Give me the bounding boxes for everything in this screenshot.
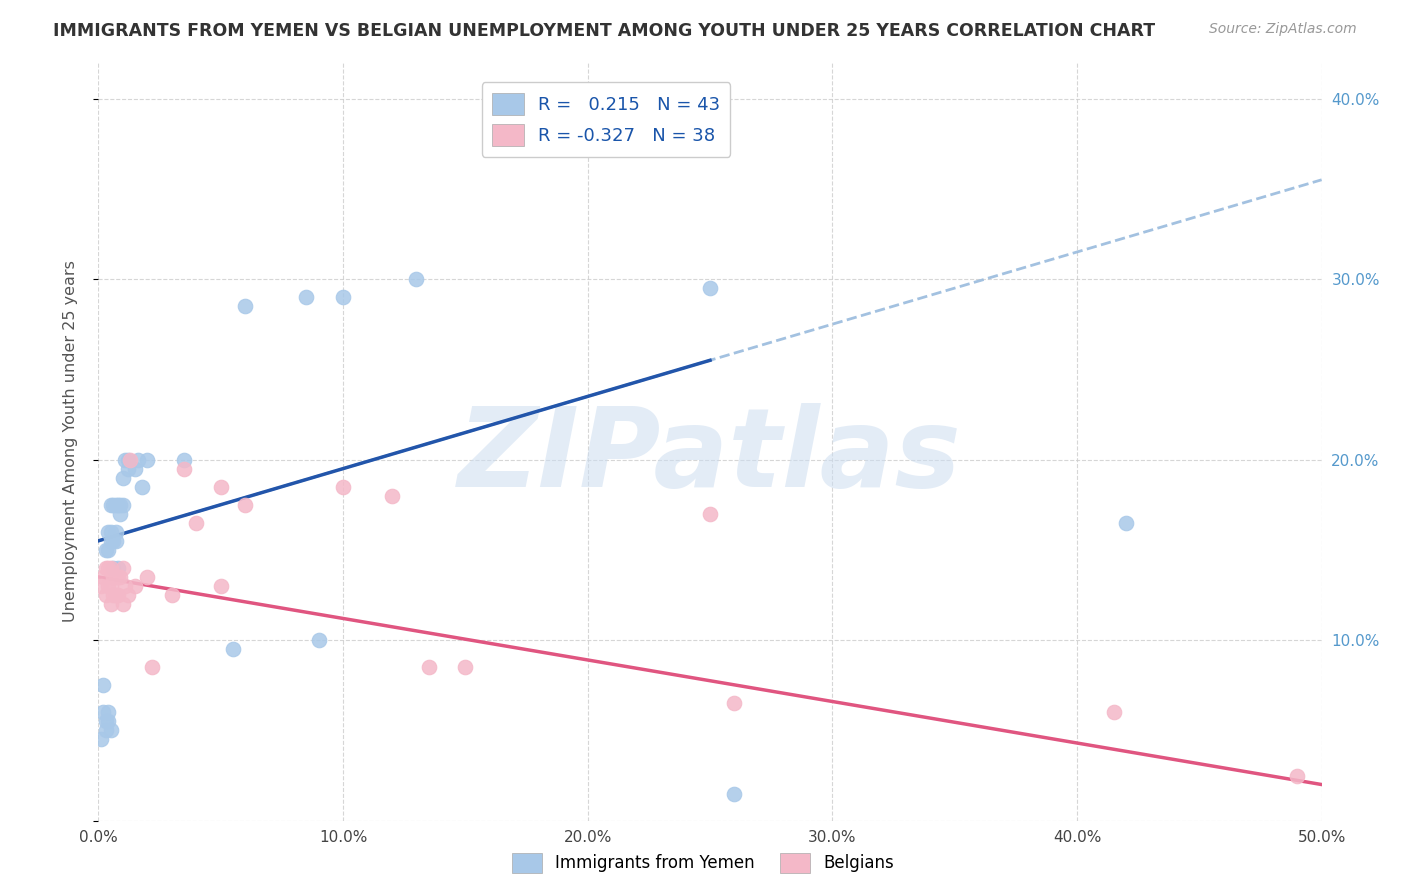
Immigrants from Yemen [131, 480, 153, 494]
Immigrants from Yemen [124, 461, 146, 475]
Belgians [141, 660, 163, 674]
Immigrants from Yemen [97, 706, 120, 720]
Belgians [454, 660, 477, 674]
Text: ZIPatlas: ZIPatlas [458, 403, 962, 510]
Belgians [120, 452, 142, 467]
Immigrants from Yemen [94, 723, 117, 738]
Belgians [186, 516, 208, 530]
Immigrants from Yemen [699, 281, 721, 295]
Belgians [160, 588, 183, 602]
Immigrants from Yemen [117, 461, 139, 475]
Immigrants from Yemen [111, 470, 134, 484]
Immigrants from Yemen [91, 706, 114, 720]
Immigrants from Yemen [107, 498, 129, 512]
Belgians [1102, 706, 1125, 720]
Immigrants from Yemen [97, 542, 120, 557]
Belgians [418, 660, 440, 674]
Belgians [101, 588, 124, 602]
Belgians [381, 489, 404, 503]
Immigrants from Yemen [104, 524, 127, 539]
Immigrants from Yemen [91, 678, 114, 692]
Immigrants from Yemen [117, 452, 139, 467]
Belgians [100, 597, 122, 611]
Immigrants from Yemen [111, 498, 134, 512]
Belgians [699, 507, 721, 521]
Immigrants from Yemen [100, 498, 122, 512]
Belgians [117, 588, 139, 602]
Belgians [100, 561, 122, 575]
Belgians [94, 588, 117, 602]
Belgians [1286, 768, 1309, 782]
Belgians [100, 579, 122, 593]
Immigrants from Yemen [100, 723, 122, 738]
Immigrants from Yemen [332, 290, 354, 304]
Belgians [94, 561, 117, 575]
Immigrants from Yemen [101, 561, 124, 575]
Immigrants from Yemen [222, 642, 245, 657]
Immigrants from Yemen [107, 561, 129, 575]
Immigrants from Yemen [101, 533, 124, 548]
Immigrants from Yemen [308, 633, 330, 648]
Immigrants from Yemen [104, 498, 127, 512]
Immigrants from Yemen [97, 714, 120, 729]
Text: IMMIGRANTS FROM YEMEN VS BELGIAN UNEMPLOYMENT AMONG YOUTH UNDER 25 YEARS CORRELA: IMMIGRANTS FROM YEMEN VS BELGIAN UNEMPLO… [53, 22, 1156, 40]
Belgians [104, 588, 127, 602]
Text: Source: ZipAtlas.com: Source: ZipAtlas.com [1209, 22, 1357, 37]
Immigrants from Yemen [104, 533, 127, 548]
Immigrants from Yemen [173, 452, 195, 467]
Belgians [107, 588, 129, 602]
Immigrants from Yemen [100, 533, 122, 548]
Belgians [173, 461, 195, 475]
Immigrants from Yemen [114, 452, 136, 467]
Belgians [111, 561, 134, 575]
Immigrants from Yemen [233, 299, 256, 313]
Belgians [90, 579, 112, 593]
Belgians [332, 480, 354, 494]
Belgians [114, 579, 136, 593]
Immigrants from Yemen [101, 498, 124, 512]
Immigrants from Yemen [110, 498, 132, 512]
Belgians [97, 561, 120, 575]
Immigrants from Yemen [90, 732, 112, 747]
Belgians [136, 570, 159, 584]
Belgians [209, 480, 232, 494]
Immigrants from Yemen [405, 272, 427, 286]
Belgians [97, 579, 120, 593]
Immigrants from Yemen [94, 542, 117, 557]
Immigrants from Yemen [94, 714, 117, 729]
Belgians [233, 498, 256, 512]
Belgians [91, 570, 114, 584]
Belgians [209, 579, 232, 593]
Immigrants from Yemen [723, 787, 745, 801]
Y-axis label: Unemployment Among Youth under 25 years: Unemployment Among Youth under 25 years [63, 260, 77, 623]
Legend: Immigrants from Yemen, Belgians: Immigrants from Yemen, Belgians [505, 847, 901, 880]
Immigrants from Yemen [1115, 516, 1137, 530]
Belgians [111, 597, 134, 611]
Immigrants from Yemen [97, 524, 120, 539]
Immigrants from Yemen [110, 507, 132, 521]
Belgians [104, 570, 127, 584]
Belgians [124, 579, 146, 593]
Immigrants from Yemen [136, 452, 159, 467]
Belgians [723, 696, 745, 710]
Belgians [110, 570, 132, 584]
Immigrants from Yemen [127, 452, 149, 467]
Immigrants from Yemen [100, 524, 122, 539]
Belgians [107, 570, 129, 584]
Legend: R =   0.215   N = 43, R = -0.327   N = 38: R = 0.215 N = 43, R = -0.327 N = 38 [482, 82, 730, 157]
Belgians [101, 570, 124, 584]
Immigrants from Yemen [295, 290, 318, 304]
